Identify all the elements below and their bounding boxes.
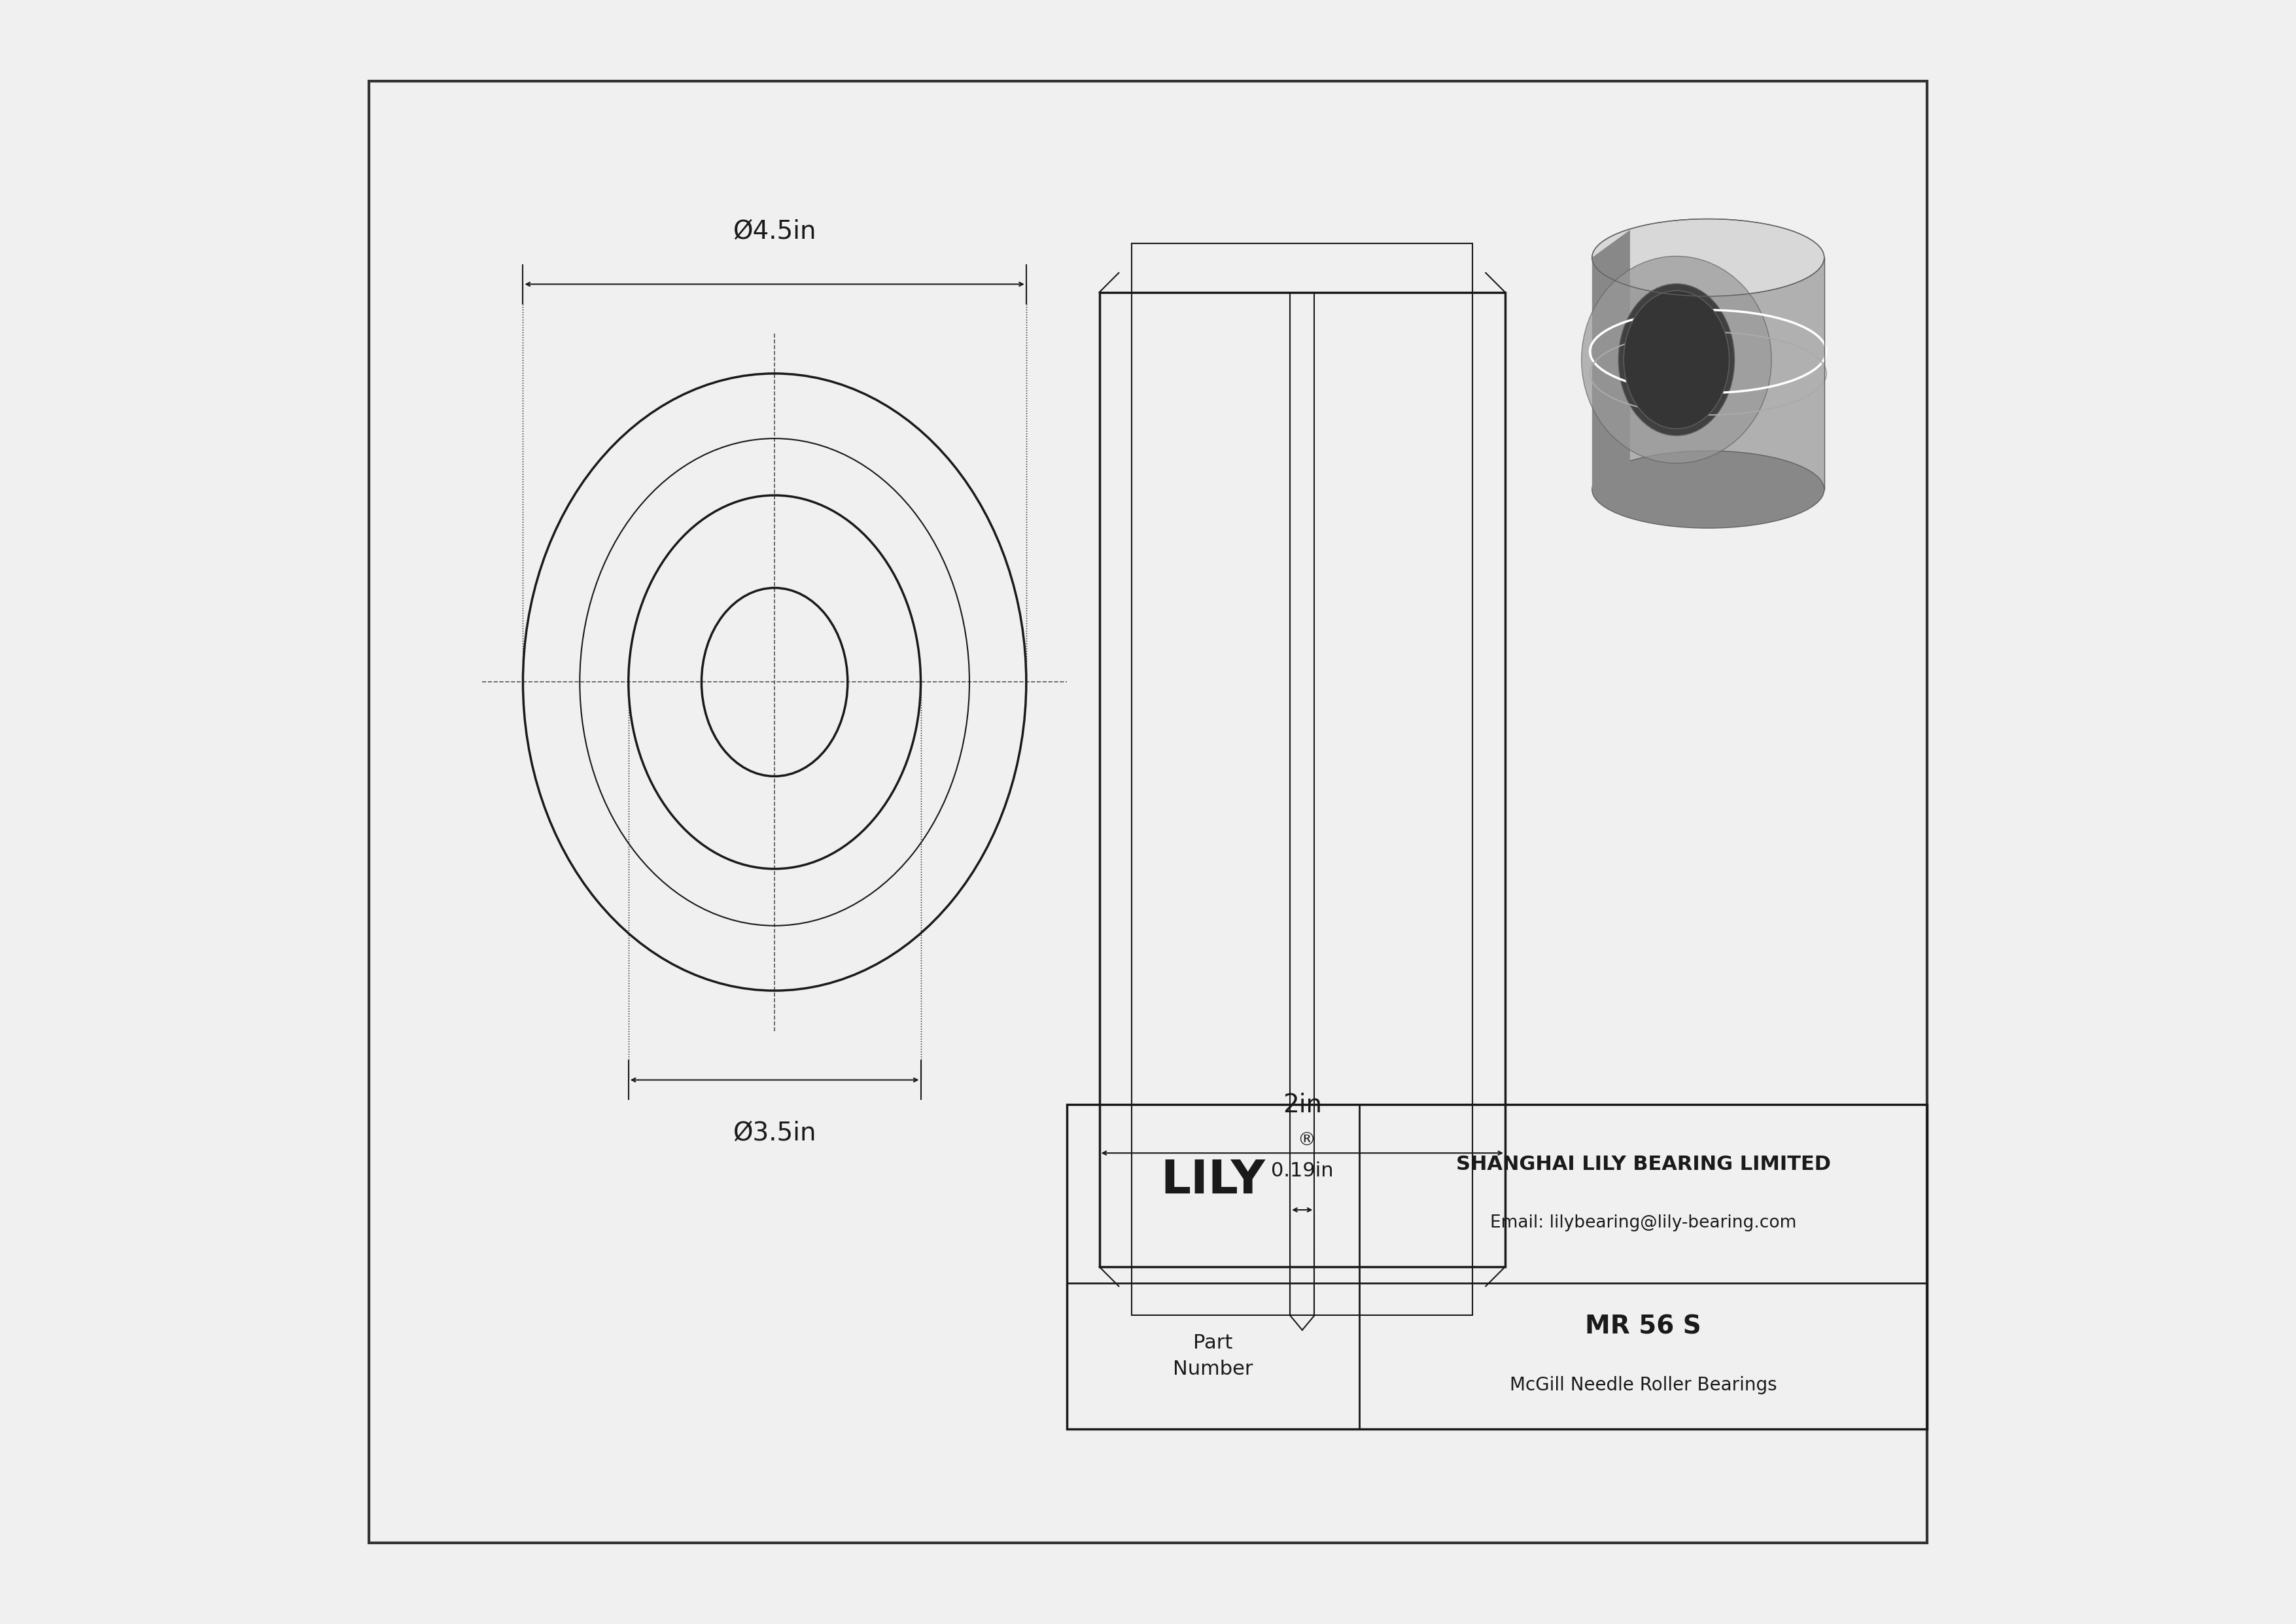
Text: Ø4.5in: Ø4.5in <box>732 219 817 244</box>
Text: LILY: LILY <box>1159 1158 1265 1203</box>
Bar <box>1068 1104 1926 1429</box>
Bar <box>1132 244 1472 1315</box>
Ellipse shape <box>1591 219 1825 296</box>
Text: Part
Number: Part Number <box>1173 1333 1254 1379</box>
Text: 0.19in: 0.19in <box>1272 1161 1334 1181</box>
Bar <box>1100 292 1506 1267</box>
Ellipse shape <box>1582 257 1773 463</box>
Text: Ø3.5in: Ø3.5in <box>732 1121 817 1145</box>
Polygon shape <box>1591 231 1630 489</box>
Text: McGill Needle Roller Bearings: McGill Needle Roller Bearings <box>1508 1376 1777 1395</box>
Ellipse shape <box>1619 284 1733 435</box>
Text: 2in: 2in <box>1283 1093 1322 1117</box>
Text: SHANGHAI LILY BEARING LIMITED: SHANGHAI LILY BEARING LIMITED <box>1456 1155 1830 1174</box>
Text: ®: ® <box>1297 1130 1316 1150</box>
Bar <box>1591 258 1825 489</box>
Ellipse shape <box>1591 451 1825 528</box>
Ellipse shape <box>1623 291 1729 429</box>
Text: MR 56 S: MR 56 S <box>1584 1314 1701 1340</box>
Text: Email: lilybearing@lily-bearing.com: Email: lilybearing@lily-bearing.com <box>1490 1215 1795 1231</box>
